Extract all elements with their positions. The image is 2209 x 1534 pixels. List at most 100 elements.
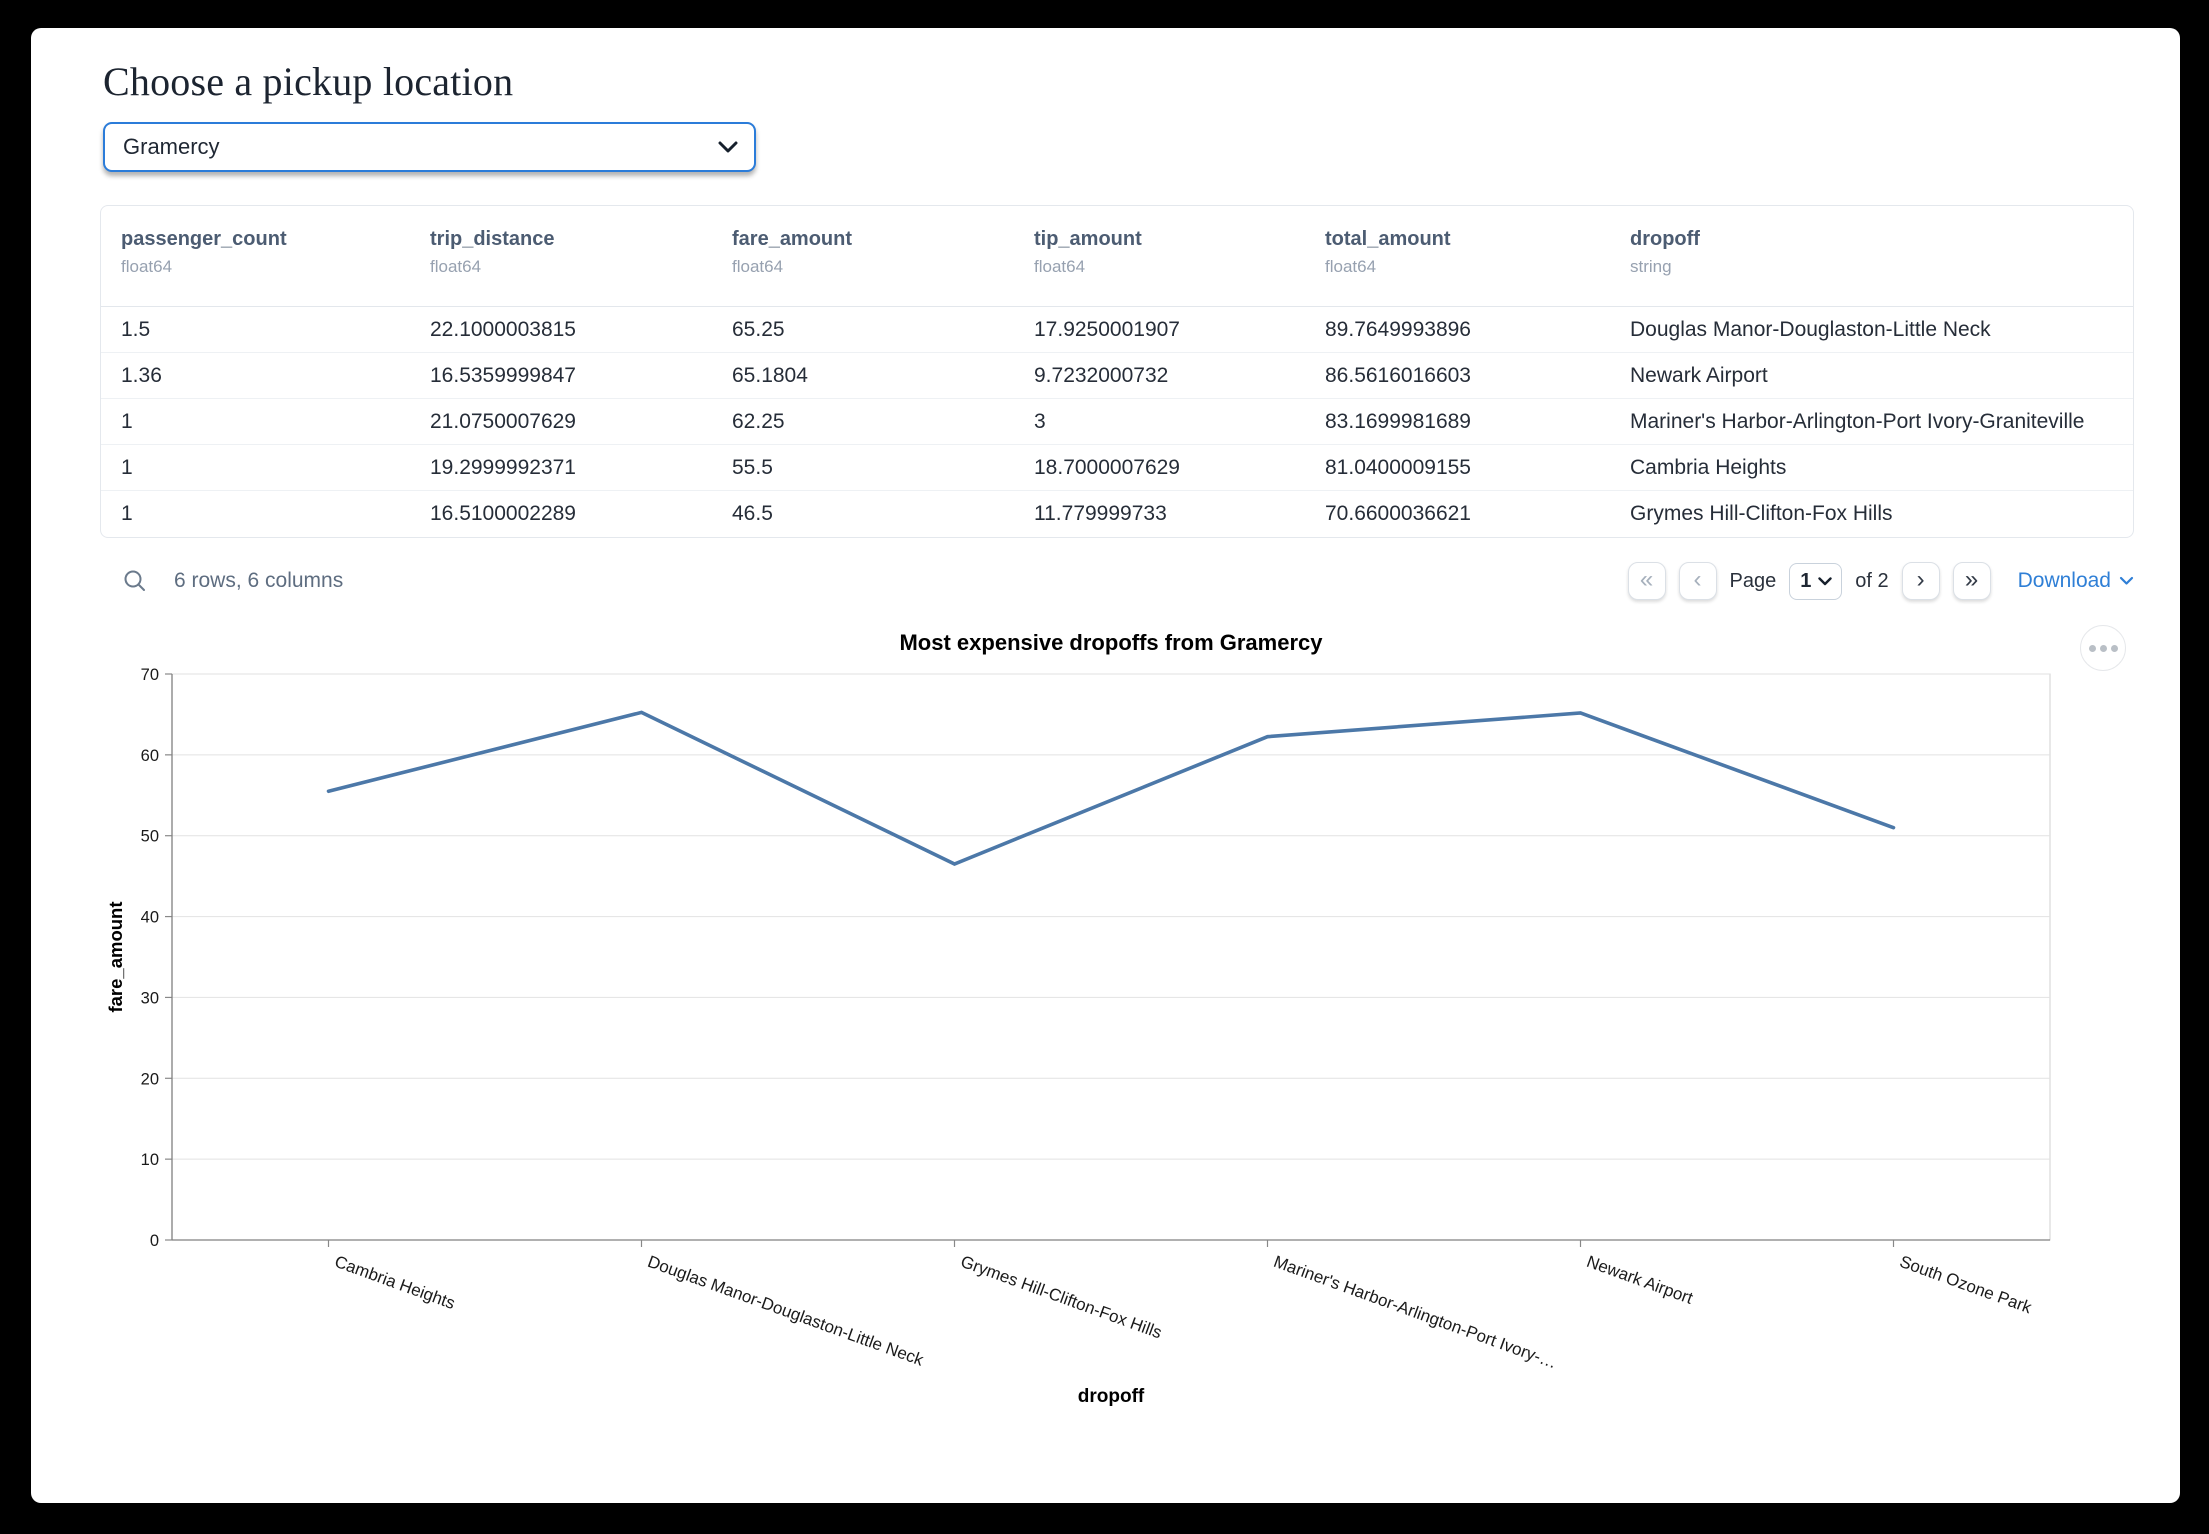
column-name: dropoff xyxy=(1630,228,1700,250)
app-page: Choose a pickup location Gramercy passen… xyxy=(31,28,2180,1503)
column-header-trip_distance: trip_distance float64 xyxy=(410,206,712,306)
table-cell: 1.5 xyxy=(121,317,151,341)
last-page-icon: » xyxy=(1964,565,1979,593)
table-cell: 21.0750007629 xyxy=(430,409,576,433)
row-column-summary: 6 rows, 6 columns xyxy=(174,569,344,592)
table-cell: Mariner's Harbor-Arlington-Port Ivory-Gr… xyxy=(1630,409,2085,433)
pickup-location-select[interactable]: Gramercy xyxy=(103,122,756,172)
column-type: float64 xyxy=(430,257,482,276)
x-tick-label: Cambria Heights xyxy=(332,1252,457,1313)
table-cell: 86.5616016603 xyxy=(1325,363,1471,387)
first-page-icon: « xyxy=(1639,565,1654,593)
column-type: string xyxy=(1630,257,1672,276)
previous-page-icon: ‹ xyxy=(1693,565,1702,593)
table-cell: 16.5359999847 xyxy=(430,363,576,387)
table-cell: 11.779999733 xyxy=(1034,502,1167,525)
table-cell: 1 xyxy=(121,502,133,525)
table-cell: 16.5100002289 xyxy=(430,502,576,525)
y-tick-label: 70 xyxy=(141,666,159,684)
data-table: passenger_count float64 trip_distance float… xyxy=(100,205,2134,538)
table-cell: 9.7232000732 xyxy=(1034,363,1169,387)
table-row[interactable]: 1 16.5100002289 46.5 11.779999733 70.6600036… xyxy=(101,491,2133,537)
next-page-icon: › xyxy=(1916,565,1925,593)
x-tick-label: South Ozone Park xyxy=(1897,1252,2035,1318)
table-cell: 83.1699981689 xyxy=(1325,409,1471,433)
table-header-row: passenger_count float64 trip_distance float… xyxy=(101,206,2133,307)
last-page-button[interactable]: » xyxy=(1952,562,1991,600)
first-page-button[interactable]: « xyxy=(1627,562,1666,600)
table-cell: Newark Airport xyxy=(1630,363,1768,387)
table-cell: Douglas Manor-Douglaston-Little Neck xyxy=(1630,317,1991,341)
table-cell: 81.0400009155 xyxy=(1325,455,1471,479)
column-type: float64 xyxy=(1034,257,1086,276)
download-label: Download xyxy=(2017,569,2111,592)
table-cell: Cambria Heights xyxy=(1630,455,1787,479)
table-cell: 62.25 xyxy=(732,409,785,433)
previous-page-button[interactable]: ‹ xyxy=(1678,562,1717,600)
chart-options-button[interactable] xyxy=(2080,625,2126,671)
column-name: trip_distance xyxy=(430,228,555,250)
x-tick-label: Mariner's Harbor-Arlington-Port Ivory-… xyxy=(1271,1252,1559,1372)
column-name: total_amount xyxy=(1325,228,1451,250)
x-axis-title: dropoff xyxy=(1078,1386,1145,1407)
table-cell: 46.5 xyxy=(732,502,773,525)
y-tick-label: 10 xyxy=(141,1151,159,1169)
ellipsis-icon xyxy=(2110,644,2118,652)
table-row[interactable]: 1 21.0750007629 62.25 3 83.1699981689 Mariner… xyxy=(101,399,2133,445)
page-label: Page xyxy=(1729,569,1777,592)
table-cell: 65.25 xyxy=(732,317,785,341)
y-tick-label: 40 xyxy=(141,909,159,927)
column-type: float64 xyxy=(732,257,784,276)
download-button[interactable]: Download xyxy=(2018,569,2134,593)
y-tick-label: 60 xyxy=(141,747,159,765)
table-cell: 19.2999992371 xyxy=(430,455,576,479)
table-cell: 89.7649993896 xyxy=(1325,317,1471,341)
table-cell: 17.9250001907 xyxy=(1034,317,1180,341)
x-tick-label: Douglas Manor-Douglaston-Little Neck xyxy=(645,1252,926,1370)
table-body: 1.5 22.1000003815 65.25 17.9250001907 89.764… xyxy=(101,307,2133,537)
x-tick-label: Grymes Hill-Clifton-Fox Hills xyxy=(958,1252,1164,1343)
chevron-down-icon xyxy=(2119,576,2134,585)
column-header-passenger_count: passenger_count float64 xyxy=(101,206,410,306)
table-row[interactable]: 1 19.2999992371 55.5 18.7000007629 81.040000… xyxy=(101,445,2133,491)
column-header-tip_amount: tip_amount float64 xyxy=(1014,206,1305,306)
table-cell: 18.7000007629 xyxy=(1034,455,1180,479)
x-tick-label: Newark Airport xyxy=(1584,1252,1696,1308)
total-pages-label: of 2 xyxy=(1855,569,1889,592)
chevron-down-icon xyxy=(1818,576,1833,585)
page-title: Choose a pickup location xyxy=(103,59,514,104)
table-cell: Grymes Hill-Clifton-Fox Hills xyxy=(1630,502,1893,525)
y-tick-label: 0 xyxy=(150,1232,159,1250)
chevron-down-icon xyxy=(718,141,738,153)
fare-amount-line xyxy=(326,710,1896,866)
table-cell: 65.1804 xyxy=(732,363,808,387)
table-cell: 3 xyxy=(1034,409,1046,433)
table-cell: 1.36 xyxy=(121,363,162,387)
table-cell: 1 xyxy=(121,455,133,479)
y-axis-title: fare_amount xyxy=(105,901,126,1012)
chart-title: Most expensive dropoffs from Gramercy xyxy=(899,630,1323,655)
table-footer: 6 rows, 6 columns « ‹ Page 1 of 2 › » Do… xyxy=(100,553,2134,609)
table-cell: 70.6600036621 xyxy=(1325,502,1471,525)
y-tick-label: 50 xyxy=(141,828,159,846)
table-cell: 1 xyxy=(121,409,133,433)
ellipsis-icon xyxy=(2099,644,2107,652)
y-tick-label: 20 xyxy=(141,1070,159,1088)
y-tick-label: 30 xyxy=(141,989,159,1007)
table-row[interactable]: 1.36 16.5359999847 65.1804 9.7232000732 86.5… xyxy=(101,353,2133,399)
column-header-fare_amount: fare_amount float64 xyxy=(712,206,1014,306)
page-number-value: 1 xyxy=(1800,569,1812,592)
table-cell: 22.1000003815 xyxy=(430,317,576,341)
table-cell: 55.5 xyxy=(732,455,773,479)
column-header-total_amount: total_amount float64 xyxy=(1305,206,1610,306)
next-page-button[interactable]: › xyxy=(1901,562,1940,600)
page-number-select[interactable]: 1 xyxy=(1789,562,1843,600)
column-name: tip_amount xyxy=(1034,228,1142,250)
table-row[interactable]: 1.5 22.1000003815 65.25 17.9250001907 89.764… xyxy=(101,307,2133,353)
pickup-location-value: Gramercy xyxy=(123,134,220,159)
column-header-dropoff: dropoff string xyxy=(1610,206,2133,306)
column-name: passenger_count xyxy=(121,228,287,250)
search-icon[interactable] xyxy=(122,568,148,594)
column-type: float64 xyxy=(1325,257,1377,276)
column-name: fare_amount xyxy=(732,228,853,250)
